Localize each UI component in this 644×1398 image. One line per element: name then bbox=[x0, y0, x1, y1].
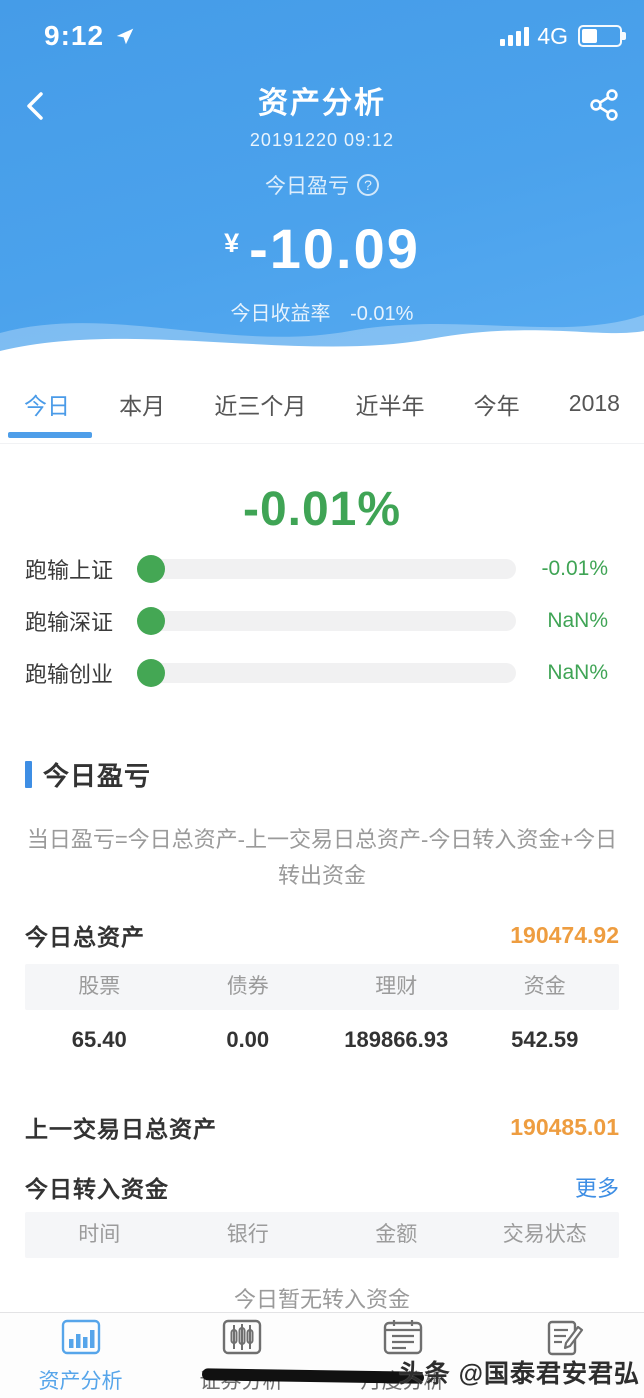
progress-dot bbox=[137, 659, 165, 687]
pl-amount-value: -10.09 bbox=[249, 217, 420, 280]
benchmark-row-shanghai: 跑输上证 -0.01% bbox=[25, 552, 608, 586]
benchmark-row-shenzhen: 跑输深证 NaN% bbox=[25, 604, 608, 638]
section-title-text: 今日盈亏 bbox=[43, 761, 152, 791]
stock-value: 65.40 bbox=[71, 1027, 127, 1052]
transfer-empty-text: 今日暂无转入资金 bbox=[233, 1287, 410, 1312]
tab-2018[interactable]: 2018 bbox=[568, 390, 620, 416]
benchmark-value: NaN% bbox=[547, 661, 608, 684]
benchmark-row-chinext: 跑输创业 NaN% bbox=[25, 656, 608, 690]
pl-formula: 当日盈亏=今日总资产-上一交易日总资产-今日转入资金+今日转出资金 bbox=[26, 827, 618, 888]
today-pl-section-title: 今日盈亏 bbox=[25, 756, 151, 793]
calendar-report-icon bbox=[381, 1319, 425, 1362]
cash-value: 542.59 bbox=[511, 1027, 579, 1052]
prev-assets-label: 上一交易日总资产 bbox=[25, 1116, 217, 1142]
progress-track bbox=[137, 659, 516, 687]
status-time: 9:12 bbox=[44, 20, 105, 51]
today-assets-value: 190474.92 bbox=[510, 921, 619, 948]
header-timestamp: 20191220 09:12 bbox=[249, 130, 395, 150]
network-type-label: 4G bbox=[537, 22, 568, 49]
benchmark-label: 跑输深证 bbox=[25, 610, 114, 635]
today-rate-row: 今日收益率 -0.01% bbox=[0, 297, 644, 326]
today-assets-row: 今日总资产 190474.92 bbox=[25, 918, 619, 952]
assets-table-row: 65.40 0.00 189866.93 542.59 bbox=[25, 1012, 619, 1068]
nav-label: 资产分析 bbox=[38, 1370, 123, 1393]
prev-assets-row: 上一交易日总资产 190485.01 bbox=[25, 1110, 619, 1144]
nav-item-securities-analysis[interactable]: 证券分析 bbox=[161, 1313, 322, 1398]
progress-track bbox=[137, 555, 516, 583]
share-button[interactable] bbox=[588, 88, 620, 127]
col-wealth: 理财 bbox=[375, 975, 418, 998]
nav-item-notes[interactable] bbox=[483, 1313, 644, 1398]
currency-symbol: ¥ bbox=[224, 228, 240, 258]
benchmark-bars: 跑输上证 -0.01% 跑输深证 NaN% 跑输创业 NaN% bbox=[25, 552, 608, 708]
back-button[interactable] bbox=[22, 88, 48, 129]
col-bank: 银行 bbox=[226, 1223, 269, 1246]
transfer-table-header: 时间 银行 金额 交易状态 bbox=[25, 1212, 619, 1258]
header: 9:12 4G 资产分析 20191220 09:12 bbox=[0, 0, 644, 373]
section-accent-bar bbox=[25, 761, 32, 788]
help-icon[interactable]: ? bbox=[357, 174, 379, 196]
tab-this-month[interactable]: 本月 bbox=[119, 392, 166, 419]
transfer-in-label: 今日转入资金 bbox=[25, 1176, 169, 1202]
tab-half-year[interactable]: 近半年 bbox=[355, 392, 425, 419]
headline-rate: -0.01% bbox=[242, 483, 402, 536]
tab-3-months[interactable]: 近三个月 bbox=[214, 392, 307, 419]
bond-value: 0.00 bbox=[226, 1027, 270, 1052]
assets-table-header: 股票 债券 理财 资金 bbox=[25, 964, 619, 1010]
benchmark-value: -0.01% bbox=[541, 557, 608, 580]
watermark: 头条 @国泰君安君弘 bbox=[398, 1360, 640, 1388]
location-arrow-icon bbox=[114, 25, 136, 47]
tab-today[interactable]: 今日 bbox=[24, 392, 70, 419]
today-assets-label: 今日总资产 bbox=[25, 924, 145, 950]
edit-report-icon bbox=[542, 1319, 586, 1362]
candlestick-icon bbox=[220, 1319, 264, 1362]
benchmark-label: 跑输上证 bbox=[25, 558, 114, 583]
col-cash: 资金 bbox=[523, 975, 566, 998]
battery-icon bbox=[578, 25, 626, 47]
col-time: 时间 bbox=[78, 1223, 121, 1246]
bar-chart-icon bbox=[59, 1319, 103, 1362]
wave-decoration bbox=[0, 315, 644, 373]
status-right-cluster: 4G bbox=[500, 22, 626, 50]
status-bar: 9:12 4G bbox=[0, 16, 644, 56]
tab-this-year[interactable]: 今年 bbox=[473, 392, 520, 419]
hero-summary: 今日盈亏 ? ¥ -10.09 今日收益率 -0.01% bbox=[0, 170, 644, 326]
transfer-in-row: 今日转入资金 更多 bbox=[25, 1170, 619, 1204]
col-stock: 股票 bbox=[78, 975, 121, 998]
progress-dot bbox=[137, 607, 165, 635]
rate-value: -0.01% bbox=[350, 303, 414, 325]
prev-assets-value: 190485.01 bbox=[510, 1113, 619, 1140]
col-amount: 金额 bbox=[375, 1223, 418, 1246]
hero-pl-label-row: 今日盈亏 ? bbox=[0, 170, 644, 200]
benchmark-label: 跑输创业 bbox=[25, 662, 114, 687]
active-tab-indicator bbox=[8, 432, 92, 438]
col-bond: 债券 bbox=[226, 975, 269, 998]
progress-dot bbox=[137, 555, 165, 583]
pl-label: 今日盈亏 bbox=[265, 175, 349, 198]
titlebar: 资产分析 20191220 09:12 bbox=[0, 78, 644, 151]
pl-amount: ¥ -10.09 bbox=[0, 216, 644, 281]
more-link[interactable]: 更多 bbox=[574, 1176, 619, 1201]
benchmark-value: NaN% bbox=[547, 609, 608, 632]
page-title: 资产分析 bbox=[258, 87, 386, 120]
col-status: 交易状态 bbox=[502, 1223, 587, 1246]
progress-track bbox=[137, 607, 516, 635]
nav-item-asset-analysis[interactable]: 资产分析 bbox=[0, 1313, 161, 1398]
wealth-value: 189866.93 bbox=[344, 1027, 449, 1052]
signal-bars-icon bbox=[500, 26, 530, 46]
rate-label: 今日收益率 bbox=[230, 303, 331, 325]
period-tabs: 今日 本月 近三个月 近半年 今年 2018 bbox=[0, 372, 644, 444]
